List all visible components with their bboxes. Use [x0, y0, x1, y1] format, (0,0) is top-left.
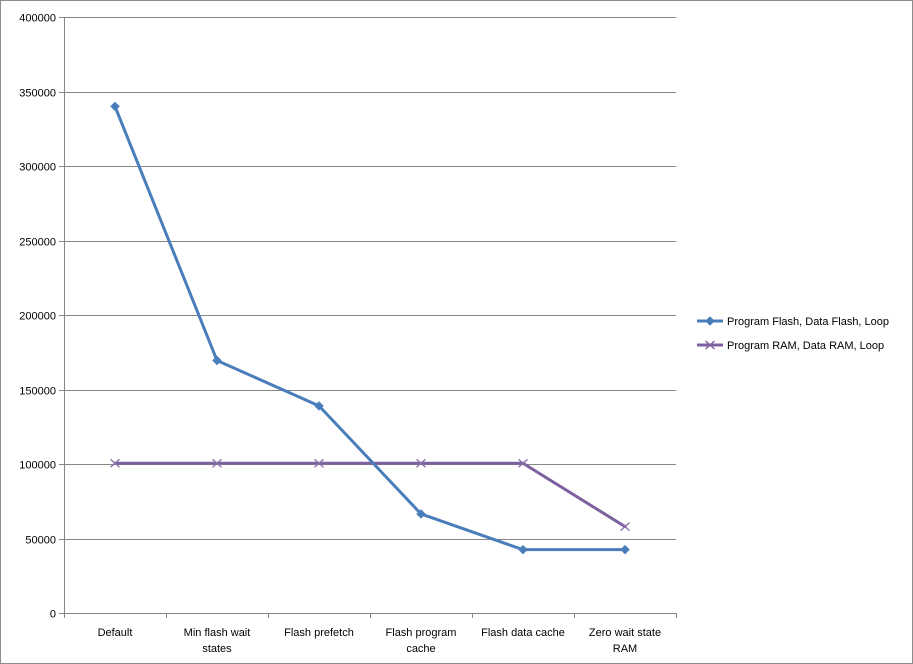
- data-point-x-stroke: [212, 458, 222, 468]
- tick-labels: 0 50000 100000 150000 200000 250000 300000 3500…: [19, 13, 661, 656]
- series-line: [113, 461, 627, 529]
- y-tick-label: 200000: [19, 311, 56, 323]
- y-tick-label: 100000: [19, 460, 56, 472]
- data-point-x-stroke: [110, 458, 120, 468]
- y-tick-label: 0: [50, 609, 56, 621]
- axes: [59, 17, 677, 618]
- data-point-x: [110, 458, 120, 468]
- y-tick-label: 150000: [19, 386, 56, 398]
- y-tick-label: 350000: [19, 88, 56, 100]
- data-point-diamond: [314, 401, 324, 411]
- x-tick-label: Flash data cache: [481, 627, 565, 639]
- data-point-x: [620, 522, 630, 532]
- x-tick-label: Flash prefetch: [284, 627, 354, 639]
- y-tick-label: 300000: [19, 162, 56, 174]
- data-point-x: [705, 340, 715, 350]
- legend: Program Flash, Data Flash, Loop Program R…: [697, 316, 889, 352]
- y-tick-label: 250000: [19, 237, 56, 249]
- data-point-diamond: [110, 101, 120, 112]
- x-tick-label: Default: [98, 627, 133, 639]
- legend-entry: Program RAM, Data RAM, Loop: [697, 340, 884, 352]
- data-point-x-stroke: [416, 458, 426, 468]
- data-point-x-stroke: [314, 458, 324, 468]
- x-tick-label: Zero wait state RAM: [589, 627, 661, 655]
- data-point-x: [416, 458, 426, 468]
- data-point-diamond: [212, 355, 222, 366]
- x-tick-label: Flash program cache: [386, 627, 457, 655]
- legend-label: Program Flash, Data Flash, Loop: [727, 316, 889, 328]
- data-point-x-stroke: [518, 458, 528, 468]
- series-line: [113, 104, 627, 552]
- y-tick-label: 400000: [19, 13, 56, 25]
- data-point-x-stroke: [705, 340, 715, 350]
- data-point-diamond: [518, 544, 528, 555]
- data-point-diamond: [705, 316, 715, 326]
- legend-label: Program RAM, Data RAM, Loop: [727, 340, 884, 352]
- data-point-diamond: [620, 544, 630, 555]
- x-tick-label: Min flash wait states: [184, 627, 251, 655]
- legend-entry: Program Flash, Data Flash, Loop: [697, 316, 889, 328]
- data-point-x: [212, 458, 222, 468]
- y-tick-label: 50000: [25, 535, 56, 547]
- data-point-x: [518, 458, 528, 468]
- data-point-diamond: [416, 509, 426, 519]
- data-point-x: [314, 458, 324, 468]
- series-lines: [110, 101, 630, 555]
- data-point-x-stroke: [620, 522, 630, 532]
